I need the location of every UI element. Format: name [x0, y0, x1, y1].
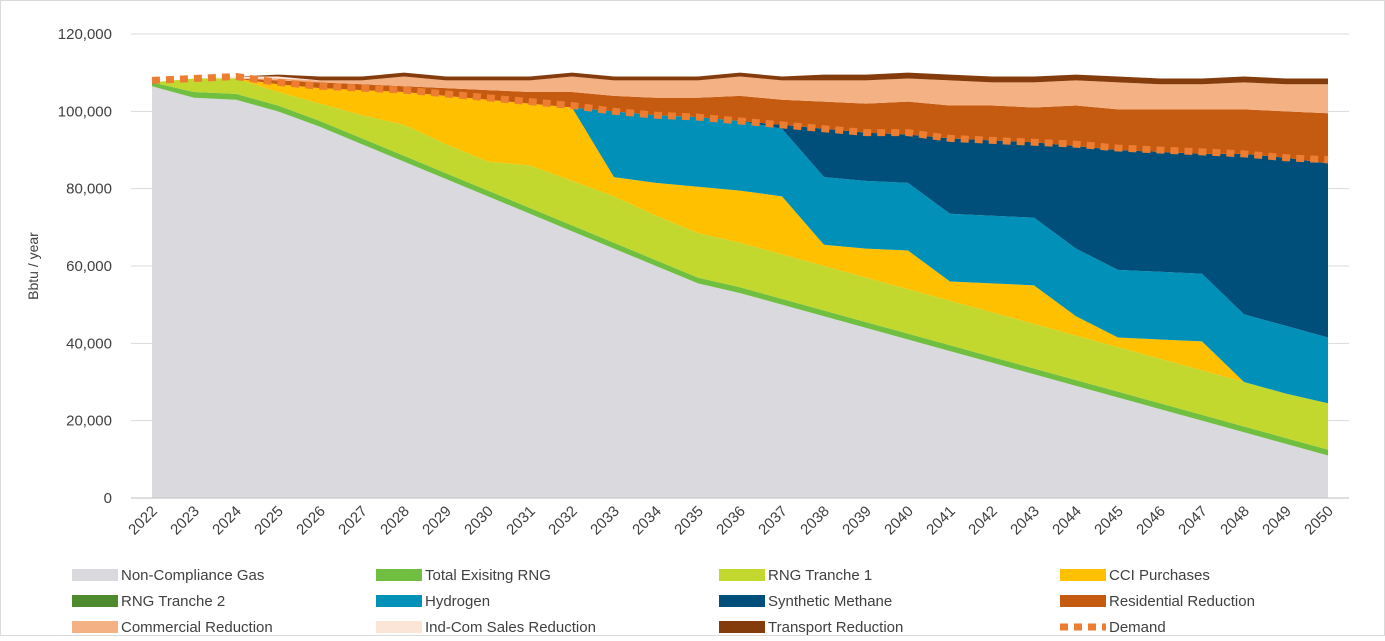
legend-swatch [376, 569, 422, 581]
legend-swatch [1060, 569, 1106, 581]
legend-label: Synthetic Methane [768, 593, 892, 610]
legend-label: Ind-Com Sales Reduction [425, 619, 596, 636]
legend-swatch [719, 569, 765, 581]
legend-label: Residential Reduction [1109, 593, 1255, 610]
area [152, 72, 1328, 85]
area [152, 78, 1328, 404]
legend-label: Total Exisitng RNG [425, 567, 551, 584]
legend-swatch [376, 621, 422, 633]
legend-label: Non-Compliance Gas [121, 567, 264, 584]
area [152, 78, 1328, 404]
legend-swatch [72, 595, 118, 607]
legend-swatch [376, 595, 422, 607]
legend-label: Transport Reduction [768, 619, 903, 636]
legend-label: Hydrogen [425, 593, 490, 610]
legend-label: RNG Tranche 1 [768, 567, 872, 584]
legend-swatch [72, 569, 118, 581]
y-tick-label: 40,000 [66, 335, 112, 352]
legend-swatch [72, 621, 118, 633]
area [152, 76, 1328, 85]
area [152, 82, 1328, 456]
area [152, 86, 1328, 498]
legend-label: Commercial Reduction [121, 619, 273, 636]
legend-label: Demand [1109, 619, 1166, 636]
area [152, 76, 1328, 114]
y-tick-label: 120,000 [58, 26, 112, 43]
y-axis-label: Bbtu / year [25, 232, 41, 300]
area [152, 78, 1328, 450]
line [151, 73, 1329, 164]
y-tick-label: 80,000 [66, 181, 112, 198]
legend-swatch [719, 621, 765, 633]
legend-label: RNG Tranche 2 [121, 593, 225, 610]
legend-swatch [719, 595, 765, 607]
y-tick-label: 60,000 [66, 258, 112, 275]
legend-label: CCI Purchases [1109, 567, 1210, 584]
y-tick-label: 100,000 [58, 103, 112, 120]
y-tick-label: 0 [104, 490, 112, 507]
legend-swatch [1060, 595, 1106, 607]
y-tick-label: 20,000 [66, 413, 112, 430]
